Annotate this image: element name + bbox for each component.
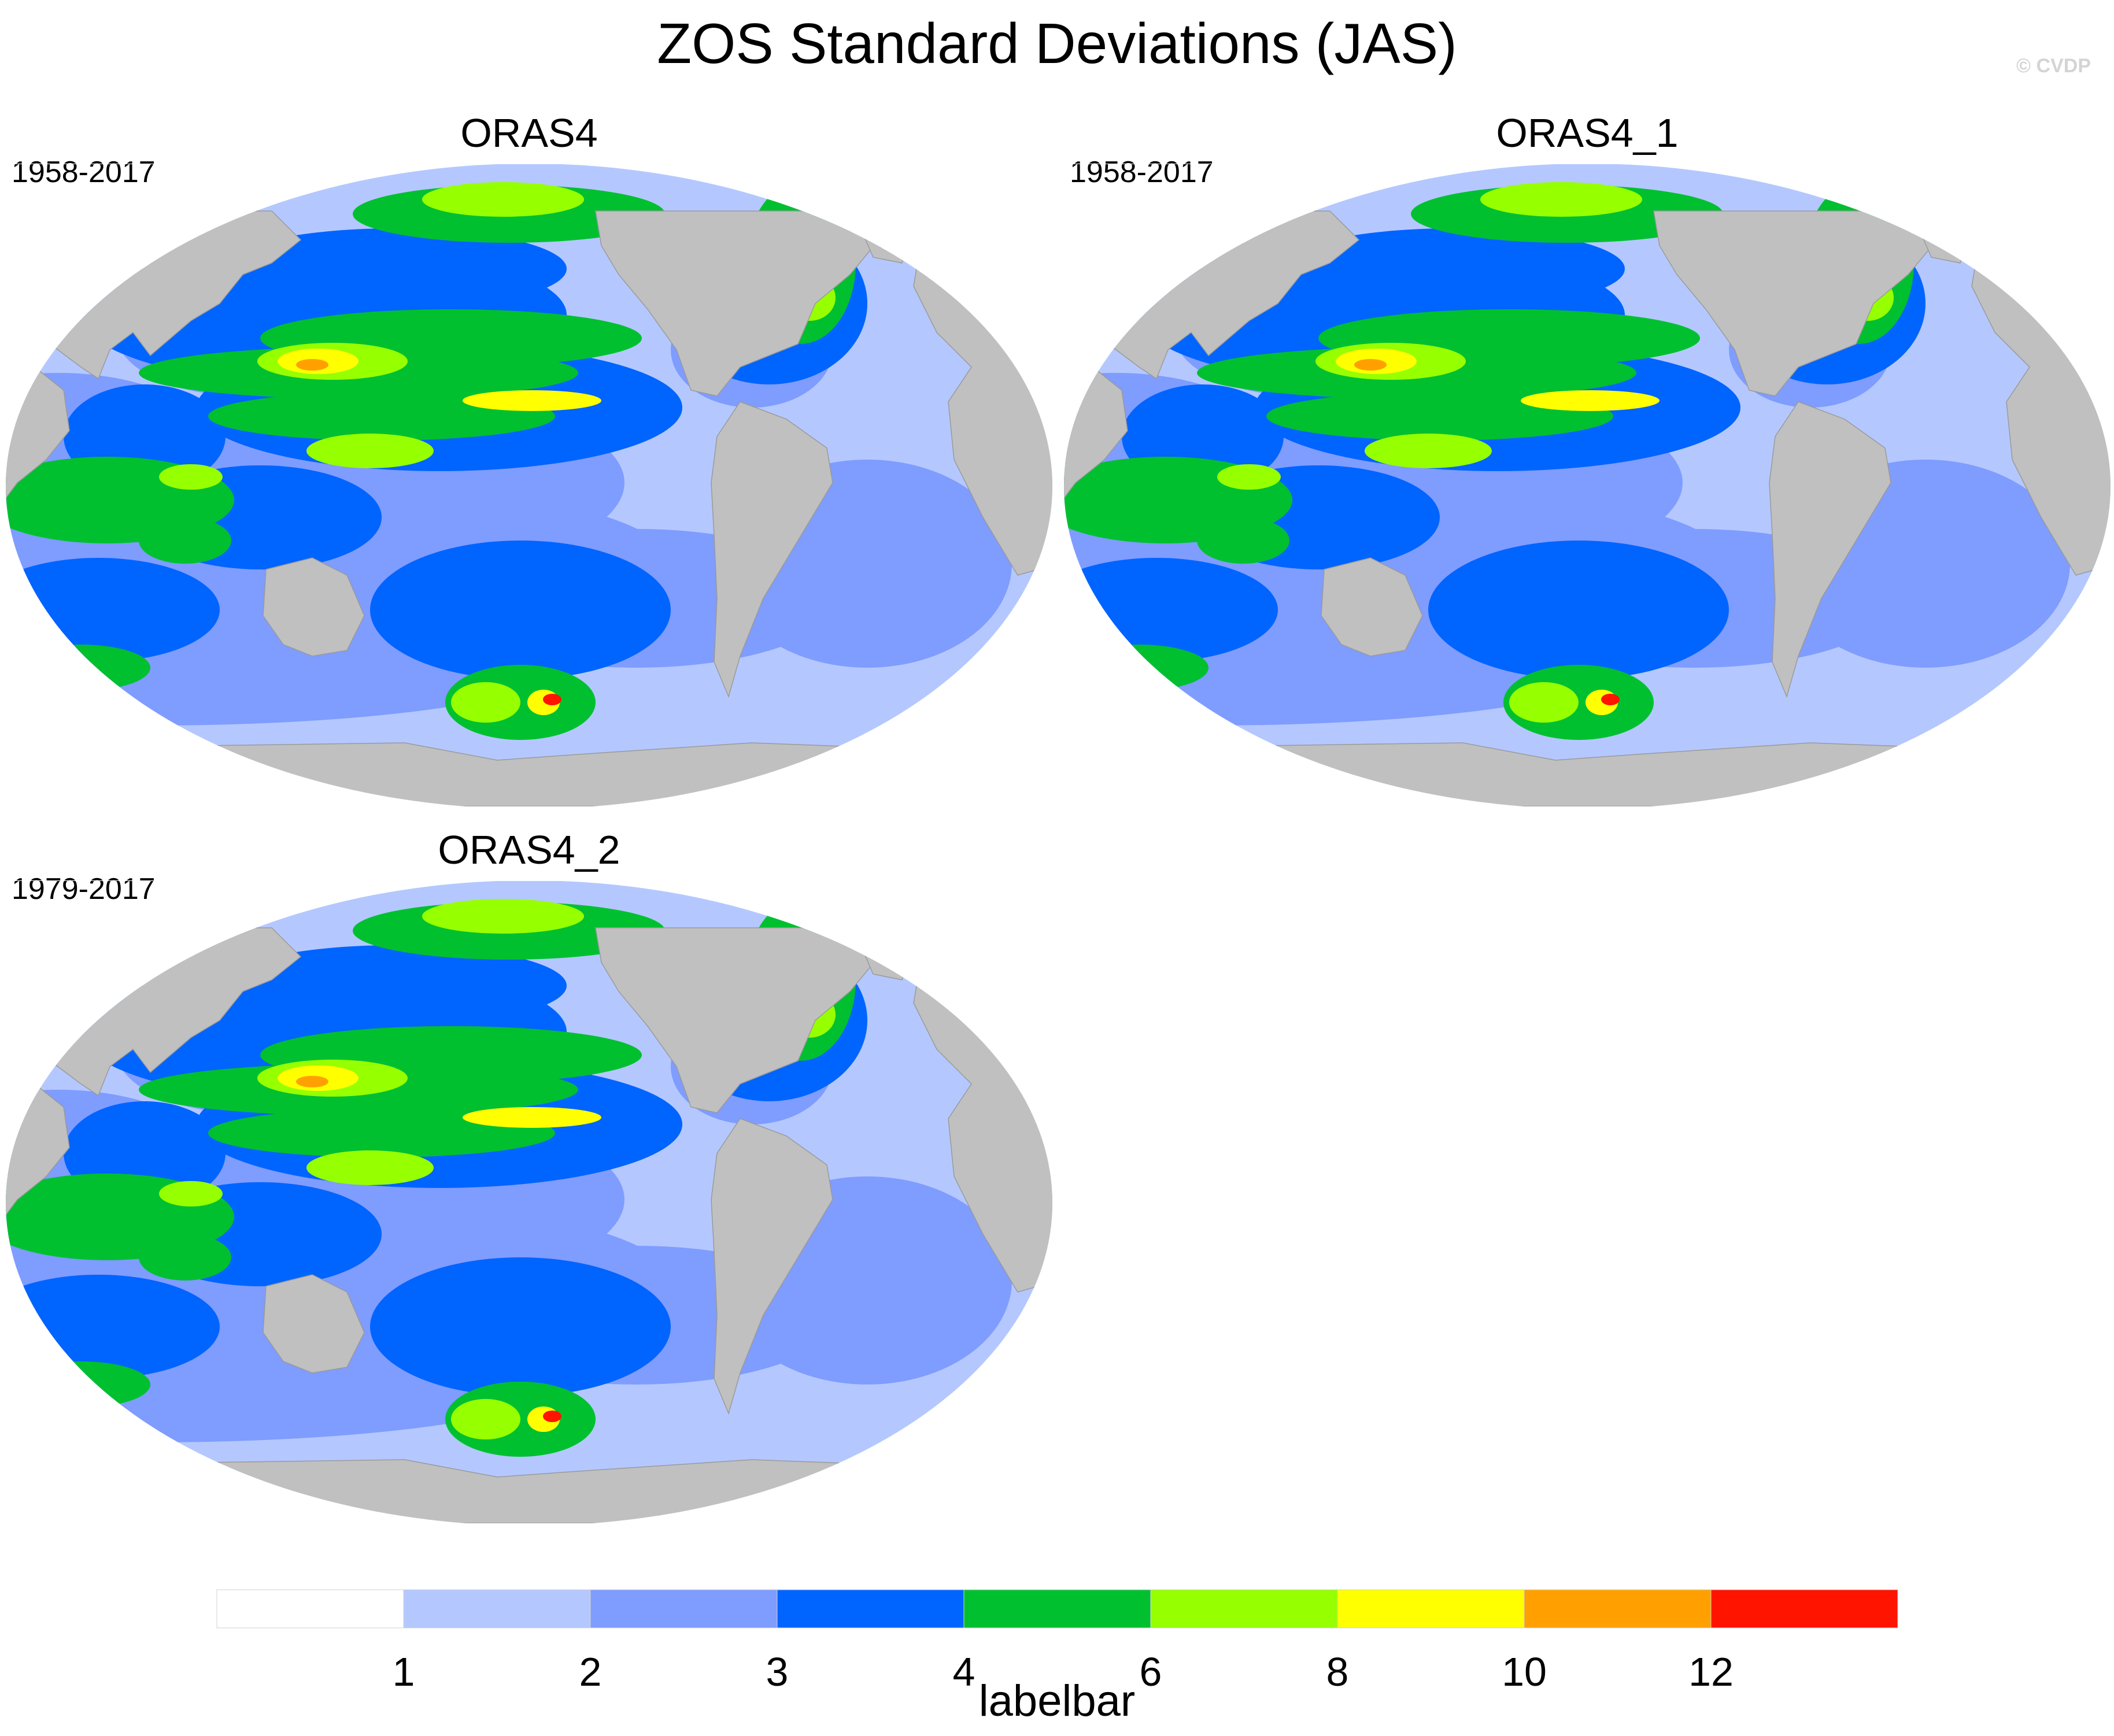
- labelbar-tick-label: 12: [1688, 1649, 1734, 1694]
- color-labelbar: 1 2 3 4 6 8 10 12: [216, 1589, 1898, 1694]
- level-4-region: [139, 517, 231, 564]
- labelbar-tick-label: 8: [1326, 1649, 1349, 1694]
- level-4-region: [12, 1361, 150, 1408]
- level-5-region: [1365, 434, 1492, 468]
- level-5-region: [422, 899, 584, 934]
- panel-title: ORAS4_2: [438, 827, 620, 872]
- level-7-region: [296, 359, 328, 371]
- level-5-region: [451, 682, 520, 723]
- labelbar-tick-label: 3: [766, 1649, 789, 1694]
- panel-years: 1958-2017: [12, 156, 156, 189]
- map-body: [1058, 164, 2114, 806]
- labelbar-tick-label: 6: [1140, 1649, 1162, 1694]
- level-3-region: [1278, 228, 1625, 309]
- land-mass: [595, 210, 879, 397]
- land-mass: [1321, 557, 1423, 657]
- level-5-region: [1217, 464, 1281, 490]
- land-mass: [595, 927, 879, 1113]
- level-7-region: [1354, 359, 1387, 371]
- level-3-region: [370, 541, 671, 679]
- labelbar-swatch: [1524, 1589, 1712, 1628]
- labelbar-swatch: [1337, 1589, 1525, 1628]
- level-5-region: [159, 1181, 223, 1206]
- labelbar-swatch: [963, 1589, 1151, 1628]
- land-mass: [1769, 401, 1891, 698]
- panel-years: 1958-2017: [1070, 156, 1214, 189]
- global-map: [0, 880, 1058, 1523]
- panel-title: ORAS4_1: [1496, 110, 1679, 156]
- level-6-region: [1521, 390, 1660, 411]
- level-3-region: [370, 1257, 671, 1396]
- land-mass: [711, 1118, 833, 1415]
- labelbar-swatch: [216, 1589, 404, 1628]
- panel-title: ORAS4: [460, 110, 598, 156]
- level-5-region: [1509, 682, 1579, 723]
- level-5-region: [306, 1150, 434, 1185]
- labelbar-tick-label: 1: [393, 1649, 415, 1694]
- labelbar-tick-label: 10: [1502, 1649, 1547, 1694]
- level-3-region: [1428, 541, 1729, 679]
- level-5-region: [1480, 182, 1642, 217]
- labelbar-swatch: [1150, 1589, 1338, 1628]
- level-5-region: [422, 182, 584, 217]
- level-8-region: [1601, 694, 1620, 705]
- level-5-region: [451, 1399, 520, 1439]
- level-3-region: [220, 945, 567, 1026]
- level-4-region: [139, 1234, 231, 1280]
- labelbar-swatch: [403, 1589, 591, 1628]
- level-3-region: [220, 228, 567, 309]
- level-5-region: [306, 434, 434, 468]
- watermark: © CVDP: [2016, 55, 2091, 77]
- land-mass: [711, 401, 833, 698]
- level-4-region: [1197, 517, 1289, 564]
- level-4-region: [1070, 645, 1208, 691]
- global-map: [1058, 164, 2114, 806]
- map-panel-oras4: ORAS4 1958-2017: [0, 107, 1058, 824]
- level-8-region: [543, 694, 561, 705]
- land-mass: [1653, 210, 1938, 397]
- map-panel-oras4-2: ORAS4_2 1979-2017: [0, 824, 1058, 1541]
- figure-title: ZOS Standard Deviations (JAS): [657, 12, 1457, 75]
- level-7-region: [296, 1076, 328, 1087]
- global-map: [0, 164, 1058, 806]
- level-6-region: [463, 1107, 601, 1128]
- land-mass: [263, 557, 365, 657]
- labelbar-swatch: [590, 1589, 778, 1628]
- labelbar-title: labelbar: [978, 1676, 1136, 1726]
- level-4-region: [12, 645, 150, 691]
- level-8-region: [543, 1411, 561, 1422]
- labelbar-swatch: [777, 1589, 964, 1628]
- level-6-region: [463, 390, 601, 411]
- map-panel-oras4-1: ORAS4_1 1958-2017: [1058, 107, 2114, 824]
- map-body: [0, 164, 1058, 806]
- level-5-region: [159, 464, 223, 490]
- map-body: [0, 880, 1058, 1523]
- land-mass: [263, 1274, 365, 1374]
- labelbar-tick-label: 4: [953, 1649, 975, 1694]
- labelbar-swatch: [1710, 1589, 1898, 1628]
- labelbar-tick-label: 2: [579, 1649, 602, 1694]
- panel-years: 1979-2017: [12, 872, 156, 906]
